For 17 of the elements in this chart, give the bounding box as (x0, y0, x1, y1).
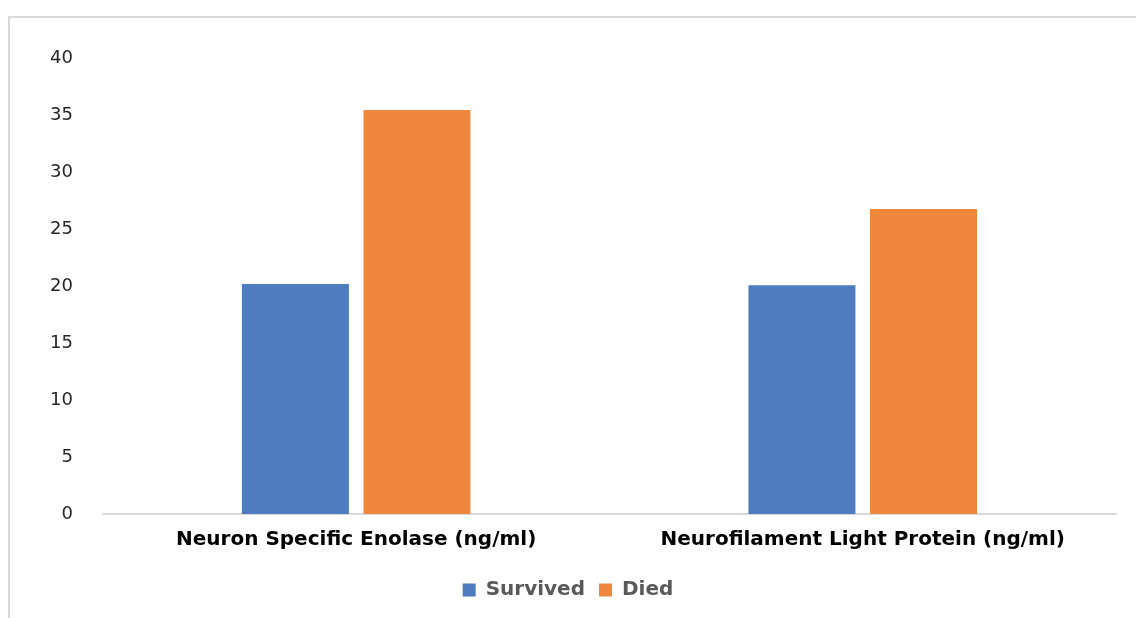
y-tick-label: 0 (61, 501, 73, 523)
y-tick-label: 20 (50, 274, 73, 296)
y-tick-label: 10 (50, 387, 73, 409)
x-tick-label: Neuron Specific Enolase (ng/ml) (176, 526, 537, 551)
y-tick-label: 25 (50, 217, 73, 239)
y-tick-label: 35 (50, 103, 73, 125)
y-tick-label: 40 (50, 46, 73, 68)
bar (241, 284, 349, 514)
bar (870, 209, 977, 514)
legend-label: Survived (485, 576, 585, 601)
legend-label: Died (621, 576, 674, 601)
y-tick-label: 5 (61, 444, 73, 466)
y-tick-label: 30 (50, 160, 73, 182)
bar (363, 110, 471, 514)
y-tick-label: 15 (50, 330, 73, 352)
x-tick-label: Neurofilament Light Protein (ng/ml) (660, 526, 1065, 551)
bar (748, 285, 856, 514)
